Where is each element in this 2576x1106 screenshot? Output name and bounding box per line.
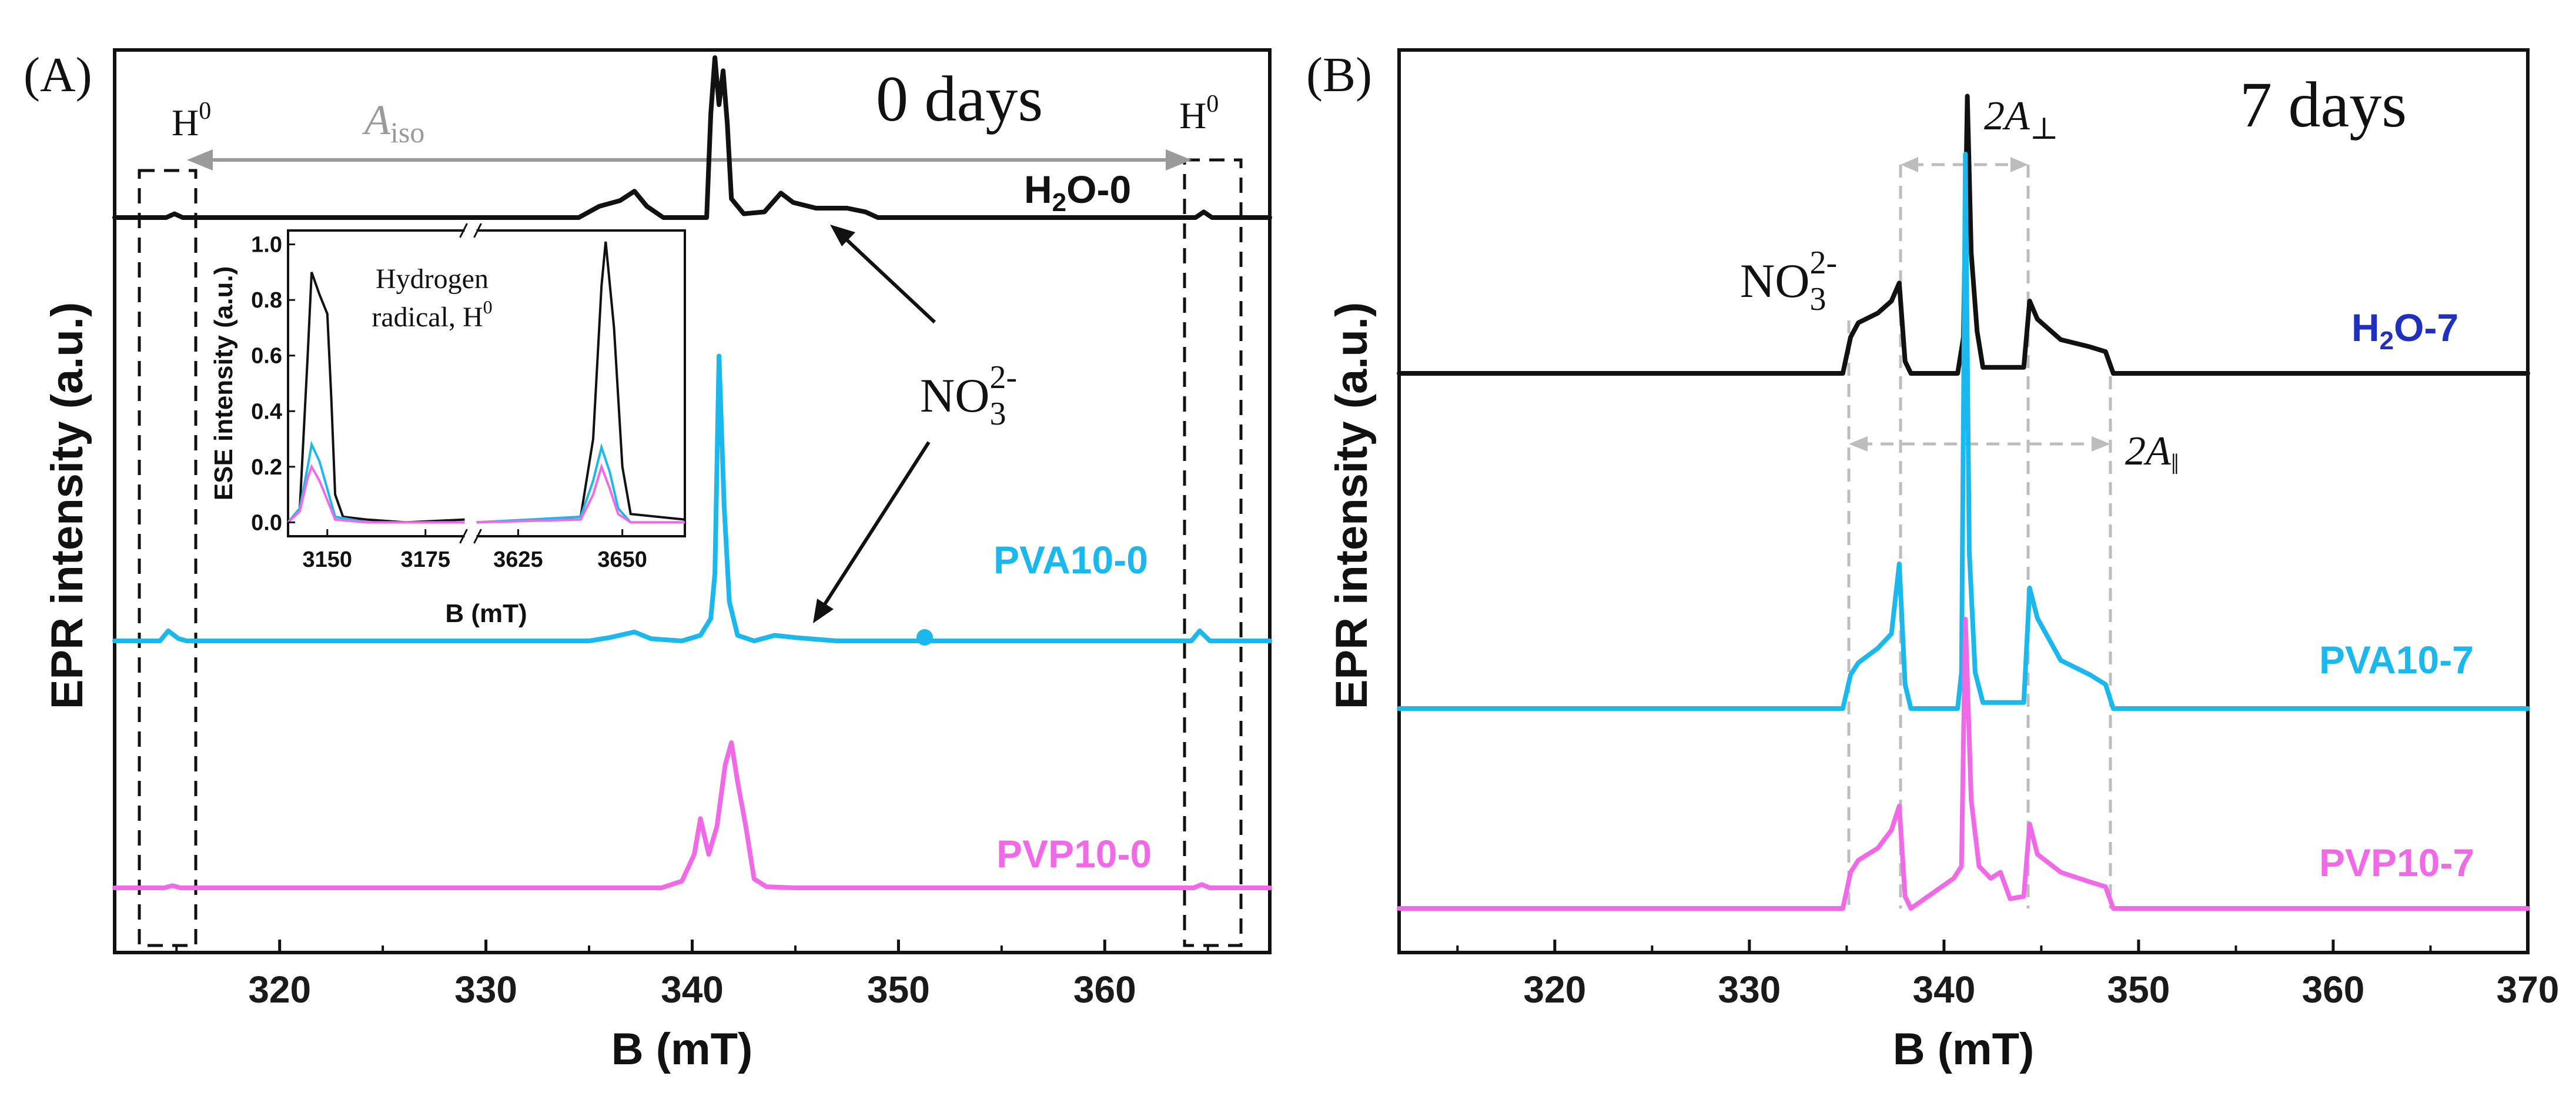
h0-right-dashed-box xyxy=(1183,158,1243,947)
no3-label-a: NO32- xyxy=(920,359,1017,432)
panel-b-frame xyxy=(1397,48,2530,954)
inset-series-right-pvp10-0 xyxy=(476,463,685,524)
series-label-pvp10-0: PVP10-0 xyxy=(996,832,1152,876)
x-tick-label: 350 xyxy=(2107,968,2170,1011)
panel-b-x-axis-title: B (mT) xyxy=(1893,1024,2035,1074)
x-tick-label: 320 xyxy=(1523,968,1586,1011)
inset-series-left-h2o-0 xyxy=(287,272,465,524)
inset-axis-break-mark xyxy=(459,223,468,238)
inset-x-tick-label: 3175 xyxy=(400,547,450,572)
inset-series-left-pvp10-0 xyxy=(287,463,465,524)
aiso-double-arrow xyxy=(187,149,1192,171)
panel-a-days-label: 0 days xyxy=(876,63,1043,135)
h0-left-label: H0 xyxy=(172,98,211,143)
inset-x-axis-title: B (mT) xyxy=(445,599,527,628)
panel-b: (B) 7 days 320 330 340 350 360 370 B (mT) EPR… xyxy=(1306,48,2559,1074)
x-tick-label: 330 xyxy=(454,968,517,1011)
no3-label-b: NO32- xyxy=(1740,245,1837,318)
inset-background xyxy=(288,230,685,536)
inset-axis-break-mark xyxy=(473,223,482,238)
a-par-label: 2A‖ xyxy=(2125,429,2179,480)
panel-a-x-ticks: 320 330 340 350 360 xyxy=(175,940,1209,1011)
h0-right-label: H0 xyxy=(1179,91,1219,136)
inset-x-tick-label: 3625 xyxy=(493,547,543,572)
panel-b-y-axis-title: EPR intensity (a.u.) xyxy=(1327,302,1377,710)
panel-a-y-axis-title: EPR intensity (a.u.) xyxy=(42,302,92,710)
series-line-pvp10-7 xyxy=(1397,617,2530,911)
inset-axis-break-gap xyxy=(464,532,477,541)
x-tick-label: 320 xyxy=(248,968,311,1011)
inset-title-line1: Hydrogen xyxy=(376,263,489,295)
no3-arrows xyxy=(813,225,936,623)
series-line-pvp10-0 xyxy=(112,740,1272,890)
inset-y-axis-title: ESE intensity (a.u.) xyxy=(209,266,238,501)
inset-axis-break-gap xyxy=(464,226,477,235)
inset-y-tick-label: 0.8 xyxy=(251,288,282,313)
inset-x-tick-label: 3150 xyxy=(303,547,353,572)
inset-title-line2: radical, H0 xyxy=(372,296,492,333)
panel-b-days-label: 7 days xyxy=(2240,69,2407,141)
a-perp-label: 2A⊥ xyxy=(1984,93,2059,146)
x-tick-label: 330 xyxy=(1718,968,1781,1011)
series-line-h xyxy=(1397,93,2530,376)
series-label-h2o-7: H2O-7 xyxy=(2351,306,2458,355)
inset-curves xyxy=(287,241,685,524)
series-label-pvp10-7: PVP10-7 xyxy=(2319,841,2474,884)
series-line-pva10-0 xyxy=(112,353,1272,643)
aiso-label: Aiso xyxy=(362,96,424,149)
series-label-pva10-0: PVA10-0 xyxy=(993,538,1148,582)
panel-a-x-axis-title: B (mT) xyxy=(611,1024,753,1074)
series-label-pva10-7: PVA10-7 xyxy=(2319,638,2474,681)
inset-y-tick-label: 0.4 xyxy=(251,399,282,424)
panel-b-curves xyxy=(1397,93,2530,911)
x-tick-label: 360 xyxy=(1073,968,1136,1011)
x-tick-label: 370 xyxy=(2497,968,2560,1011)
panel-a: (A) 0 days 320 330 340 350 360 B (mT) EPR in… xyxy=(24,48,1272,1074)
x-tick-label: 360 xyxy=(2302,968,2365,1011)
inset-x-tick-label: 3650 xyxy=(597,547,647,572)
inset-y-tick-label: 0.0 xyxy=(251,510,282,535)
panel-a-label: (A) xyxy=(24,48,92,102)
series-label-h2o-0: H2O-0 xyxy=(1024,168,1131,217)
pva10-0-dot-marker xyxy=(916,629,933,646)
series-line-pva10-7 xyxy=(1397,152,2530,711)
inset-y-tick-label: 0.6 xyxy=(251,344,282,369)
panel-b-x-ticks: 320 330 340 350 360 370 xyxy=(1456,940,2560,1011)
inset-frame xyxy=(287,229,686,537)
x-tick-label: 340 xyxy=(661,968,724,1011)
panel-a-curves xyxy=(112,55,1272,890)
inset-ese-plot: 0.0 0.2 0.4 0.6 0.8 1.0 3150 3175 3625 3650 Hydro… xyxy=(209,223,686,628)
inset-y-tick-label: 0.2 xyxy=(251,455,282,480)
panel-b-label: (B) xyxy=(1306,48,1372,102)
inset-axis-break-mark xyxy=(473,529,482,544)
x-tick-label: 350 xyxy=(867,968,930,1011)
hyperfine-guide-lines xyxy=(1847,165,2112,908)
inset-axis-break-mark xyxy=(459,529,468,544)
inset-y-tick-label: 1.0 xyxy=(251,233,282,258)
a-par-arrow xyxy=(1849,436,2110,452)
inset-axes: 0.0 0.2 0.4 0.6 0.8 1.0 3150 3175 3625 3650 xyxy=(251,223,647,572)
h0-left-dashed-box xyxy=(138,169,198,947)
x-tick-label: 340 xyxy=(1913,968,1976,1011)
series-line-h xyxy=(112,55,1272,220)
